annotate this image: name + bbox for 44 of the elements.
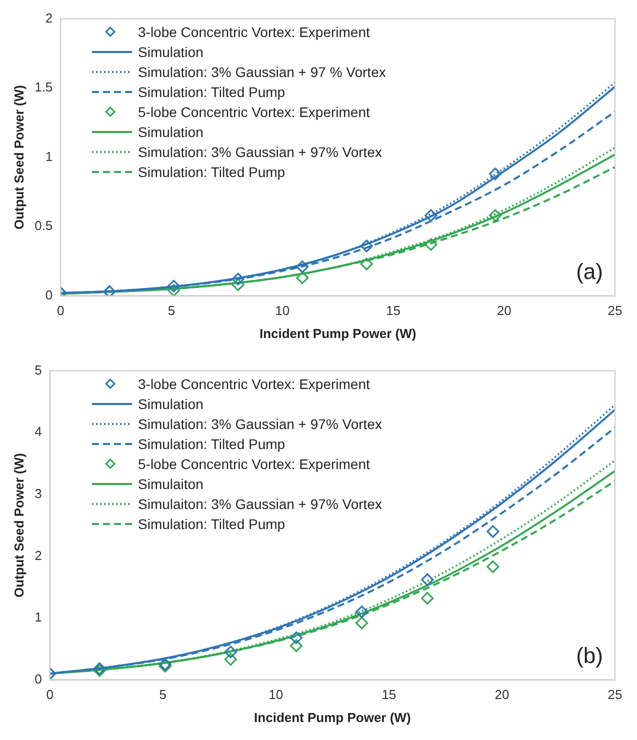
x-axis-title: Incident Pump Power (W) bbox=[259, 326, 416, 341]
legend-label: Simulaiton: 3% Gaussian + 97% Vortex bbox=[138, 496, 382, 512]
y-tick-label: 5 bbox=[34, 362, 42, 378]
x-axis-title: Incident Pump Power (W) bbox=[254, 710, 411, 725]
legend-label: Simulation: 3% Gaussian + 97% Vortex bbox=[138, 416, 382, 432]
x-tick-label: 5 bbox=[168, 303, 176, 318]
legend-label: Simulation: 3% Gaussian + 97 % Vortex bbox=[138, 64, 386, 80]
x-tick-label: 15 bbox=[382, 687, 396, 702]
annotation: (a) bbox=[576, 258, 603, 284]
legend-label: Simulation: Tilted Pump bbox=[138, 84, 286, 100]
legend-label: 3-lobe Concentric Vortex: Experiment bbox=[138, 376, 370, 392]
y-tick-label: 4 bbox=[34, 424, 42, 440]
y-tick-label: 2 bbox=[34, 548, 42, 563]
annotation: (b) bbox=[576, 642, 603, 668]
legend-label: 5-lobe Concentric Vortex: Experiment bbox=[138, 456, 370, 472]
x-tick-label: 25 bbox=[608, 687, 622, 702]
legend-label: Simulation bbox=[138, 44, 204, 60]
legend-label: Simulation: Tilted Pump bbox=[138, 436, 286, 452]
x-tick-label: 10 bbox=[275, 303, 290, 318]
legend-label: Simulation bbox=[138, 124, 204, 140]
y-axis-title: Output Seed Power (W) bbox=[11, 453, 26, 598]
y-tick-label: 1 bbox=[45, 148, 53, 164]
legend-label: Simulation: 3% Gaussian + 97% Vortex bbox=[138, 144, 382, 160]
y-tick-label: 0 bbox=[34, 671, 42, 686]
x-tick-label: 0 bbox=[57, 303, 64, 318]
x-tick-label: 20 bbox=[496, 303, 512, 318]
y-tick-label: 1 bbox=[34, 610, 42, 625]
x-tick-label: 15 bbox=[386, 303, 401, 318]
x-tick-label: 5 bbox=[159, 687, 166, 702]
y-tick-label: 3 bbox=[34, 486, 42, 501]
legend-label: Simulation bbox=[138, 396, 204, 412]
legend-label: Simulation: Tilted Pump bbox=[138, 164, 286, 180]
x-tick-label: 20 bbox=[494, 687, 510, 702]
y-tick-label: 2 bbox=[45, 10, 53, 26]
legend-label: 5-lobe Concentric Vortex: Experiment bbox=[138, 104, 370, 120]
y-axis-title: Output Seed Power (W) bbox=[11, 85, 26, 230]
y-tick-label: 0.5 bbox=[34, 218, 53, 234]
x-tick-label: 10 bbox=[268, 687, 284, 702]
legend-label: 3-lobe Concentric Vortex: Experiment bbox=[138, 24, 370, 40]
legend-label: Simulation: Tilted Pump bbox=[138, 516, 286, 532]
y-tick-label: 0 bbox=[45, 287, 53, 302]
y-tick-label: 1.5 bbox=[34, 80, 53, 95]
x-tick-label: 25 bbox=[608, 303, 622, 318]
legend-label: Simulaiton bbox=[138, 476, 204, 492]
